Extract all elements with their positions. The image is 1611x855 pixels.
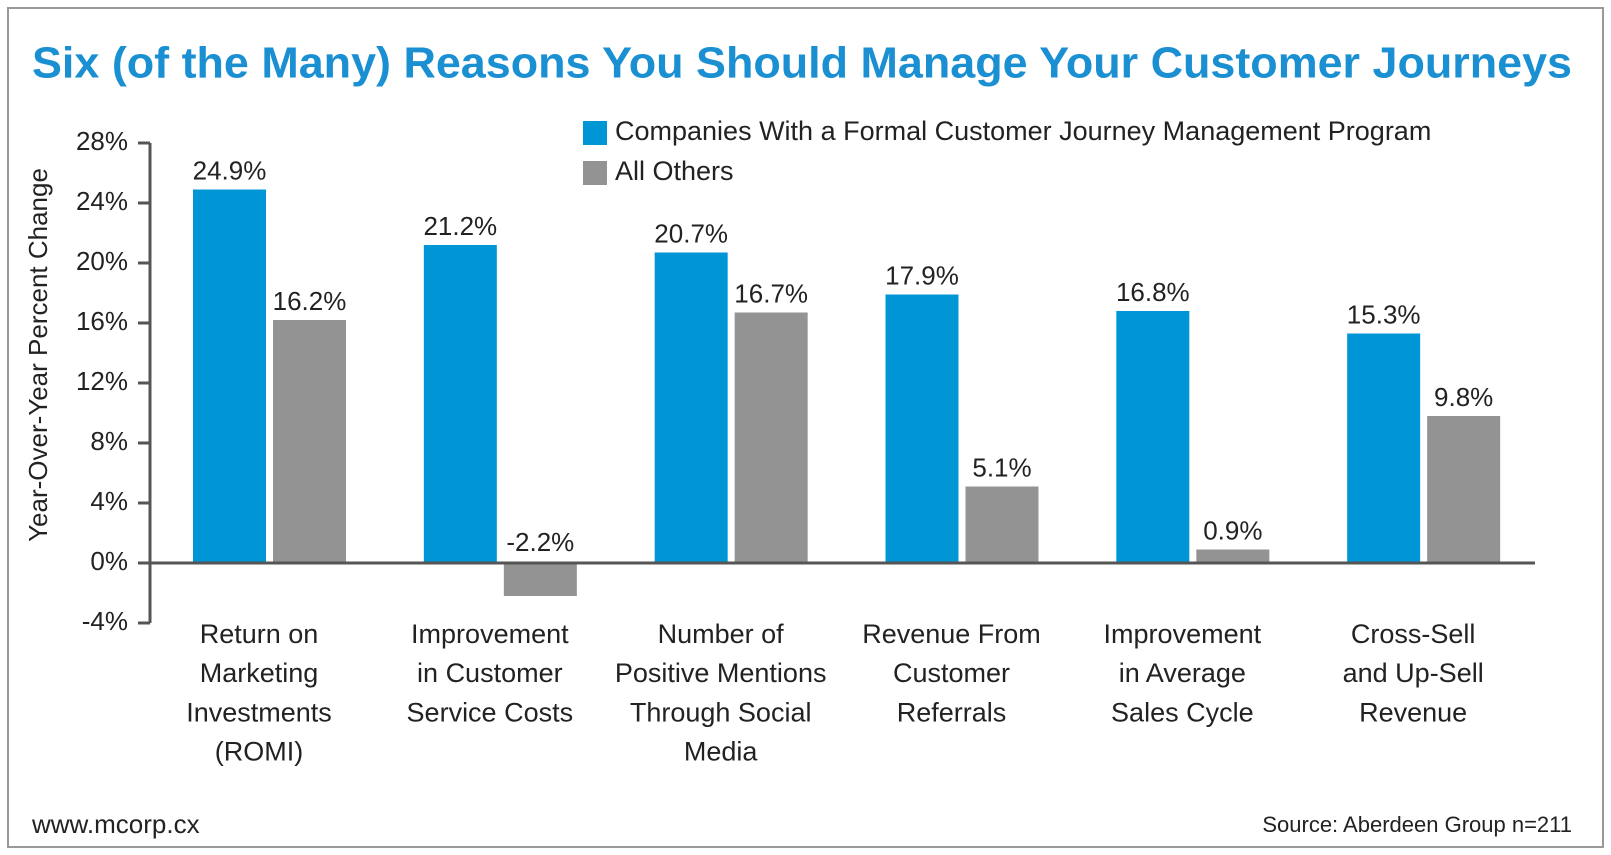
bar	[965, 486, 1039, 563]
bar	[273, 320, 346, 563]
value-label: 17.9%	[885, 260, 959, 290]
bar	[734, 312, 808, 563]
y-axis-label: Year-Over-Year Percent Change	[23, 168, 53, 542]
legend-swatch	[583, 121, 607, 145]
value-label: 16.7%	[734, 278, 808, 308]
y-tick-label: 28%	[76, 126, 128, 156]
value-label: 24.9%	[193, 155, 267, 185]
source: Source: Aberdeen Group n=211	[1262, 812, 1572, 837]
bar	[1347, 333, 1421, 563]
y-tick-label: -4%	[82, 606, 128, 636]
y-tick-label: 20%	[76, 246, 128, 276]
y-tick-label: 4%	[90, 486, 128, 516]
value-label: 16.2%	[273, 286, 347, 316]
x-tick-label: Revenue From Customer Referrals	[862, 619, 1041, 727]
value-label: 9.8%	[1434, 382, 1493, 412]
x-tick-label: Improvement in Customer Service Costs	[407, 619, 574, 727]
footer: www.mcorp.cx	[31, 809, 200, 839]
bar	[654, 252, 728, 563]
bar	[885, 294, 959, 563]
value-label: 0.9%	[1203, 515, 1262, 545]
value-label: 16.8%	[1116, 277, 1190, 307]
bar	[503, 563, 577, 596]
value-label: -2.2%	[506, 527, 574, 557]
bar	[193, 189, 266, 563]
y-tick-label: 12%	[76, 366, 128, 396]
bar	[1196, 549, 1270, 563]
value-label: 20.7%	[654, 218, 728, 248]
chart-title: Six (of the Many) Reasons You Should Man…	[32, 39, 1572, 88]
value-label: 15.3%	[1347, 299, 1421, 329]
x-tick-label: Improvement in Average Sales Cycle	[1104, 619, 1262, 727]
x-tick-label: Cross-Sell and Up-Sell Revenue	[1343, 619, 1484, 727]
bar	[1427, 416, 1501, 563]
y-tick-label: 24%	[76, 186, 128, 216]
bar	[1116, 311, 1190, 563]
y-tick-label: 0%	[90, 546, 128, 576]
value-label: 21.2%	[423, 211, 497, 241]
y-tick-label: 16%	[76, 306, 128, 336]
x-tick-label: Return on Marketing Investments (ROMI)	[186, 619, 332, 766]
legend-swatch	[583, 161, 607, 185]
x-tick-label: Number of Positive Mentions Through Social…	[615, 619, 827, 766]
bar	[423, 245, 497, 563]
y-tick-label: 8%	[90, 426, 128, 456]
value-label: 5.1%	[972, 452, 1031, 482]
legend-label: Companies With a Formal Customer Journey…	[615, 116, 1431, 146]
legend-label: All Others	[615, 156, 734, 186]
